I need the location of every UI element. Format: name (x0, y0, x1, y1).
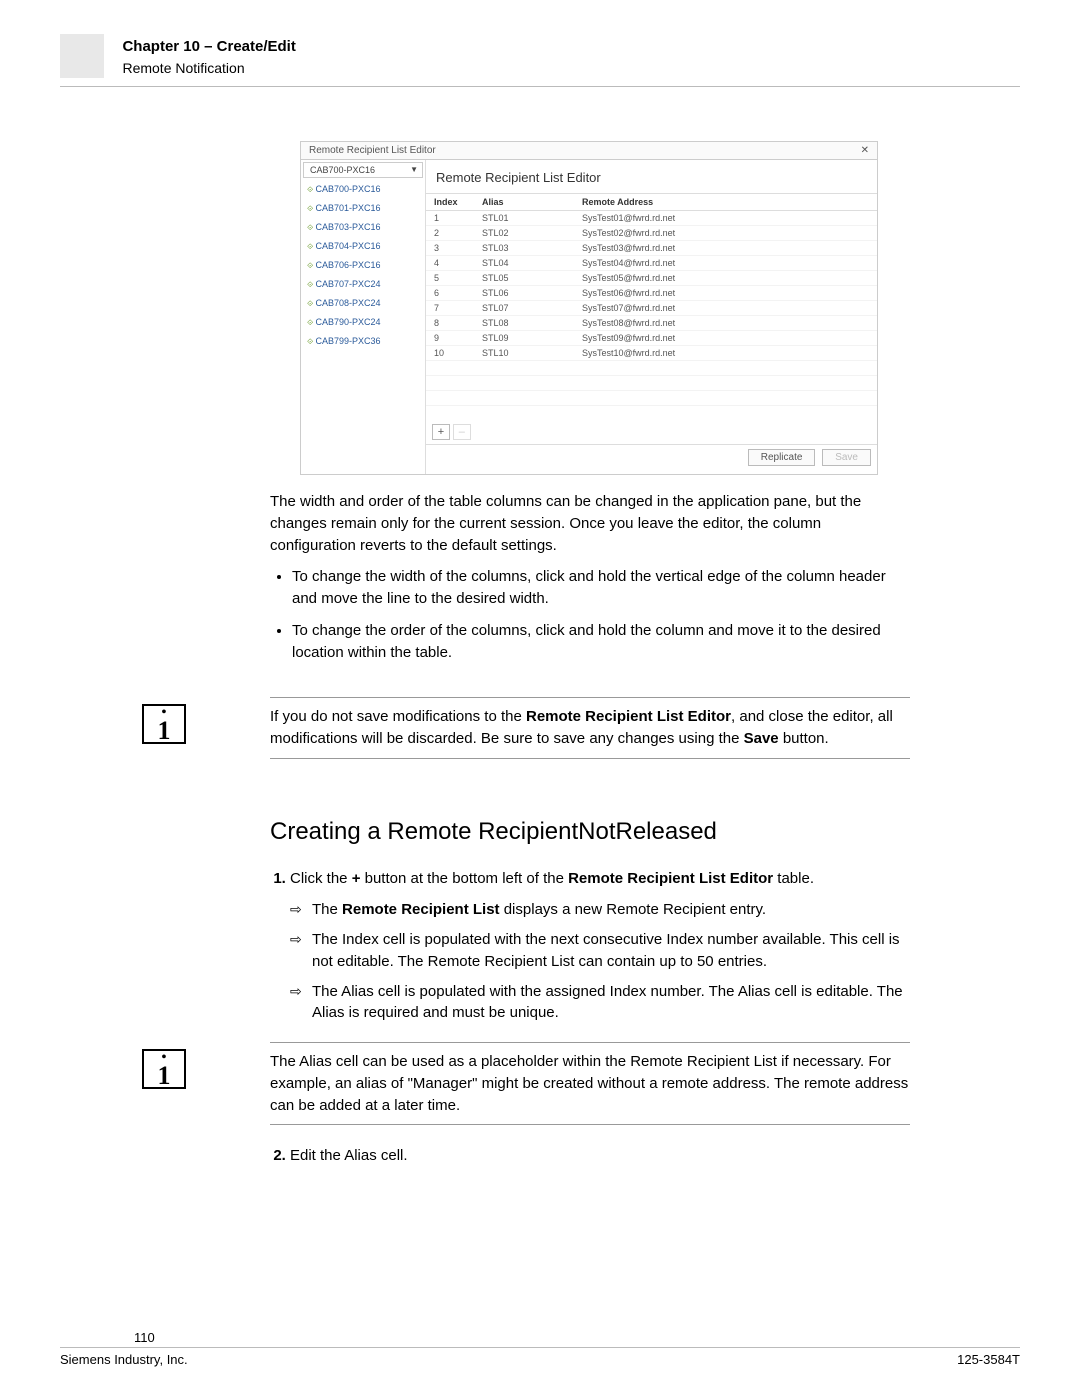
info-icon (142, 704, 186, 744)
tree-item[interactable]: CAB701-PXC16 (301, 199, 425, 218)
result-new-entry: The Remote Recipient List displays a new… (312, 899, 910, 921)
save-button: Save (822, 449, 871, 466)
tree-item[interactable]: CAB703-PXC16 (301, 218, 425, 237)
step-1: Click the + button at the bottom left of… (290, 868, 910, 1025)
tree-item[interactable]: CAB708-PXC24 (301, 294, 425, 313)
section-heading: Creating a Remote RecipientNotReleased (270, 815, 910, 850)
replicate-button[interactable]: Replicate (748, 449, 816, 466)
info-icon (142, 1049, 186, 1089)
company-name: Siemens Industry, Inc. (60, 1352, 188, 1367)
tree-item[interactable]: CAB706-PXC16 (301, 256, 425, 275)
document-id: 125-3584T (957, 1352, 1020, 1367)
rrle-screenshot: Remote Recipient List Editor ✕ CAB700-PX… (300, 141, 878, 475)
col-alias[interactable]: Alias (474, 194, 574, 211)
add-button[interactable]: + (432, 424, 450, 440)
table-row[interactable]: 10STL10SysTest10@fwrd.rd.net (426, 346, 877, 361)
note-alias-placeholder: The Alias cell can be used as a placehol… (270, 1043, 910, 1124)
editor-tab[interactable]: Remote Recipient List Editor ✕ (301, 142, 877, 160)
table-row[interactable]: 8STL08SysTest08@fwrd.rd.net (426, 316, 877, 331)
result-alias-cell: The Alias cell is populated with the ass… (312, 981, 910, 1025)
table-row[interactable]: 2STL02SysTest02@fwrd.rd.net (426, 226, 877, 241)
note-save-warning: If you do not save modifications to the … (270, 698, 910, 758)
header-rule (60, 86, 1020, 87)
page-number: 110 (134, 1330, 1020, 1345)
table-row[interactable]: 4STL04SysTest04@fwrd.rd.net (426, 256, 877, 271)
tree-item[interactable]: CAB700-PXC16 (301, 180, 425, 199)
table-row[interactable]: 9STL09SysTest09@fwrd.rd.net (426, 331, 877, 346)
close-icon[interactable]: ✕ (861, 145, 869, 156)
editor-tab-label: Remote Recipient List Editor (309, 145, 436, 156)
col-remote-address[interactable]: Remote Address (574, 194, 877, 211)
tree-item[interactable]: CAB790-PXC24 (301, 313, 425, 332)
remove-button: – (453, 424, 471, 440)
panel-title: Remote Recipient List Editor (426, 166, 877, 193)
device-dropdown[interactable]: CAB700-PXC16 ▼ (303, 162, 423, 178)
chevron-down-icon: ▼ (410, 165, 418, 174)
tree-item[interactable]: CAB799-PXC36 (301, 332, 425, 351)
table-row[interactable]: 6STL06SysTest06@fwrd.rd.net (426, 286, 877, 301)
paragraph-intro: The width and order of the table columns… (270, 491, 910, 556)
bullet-order: To change the order of the columns, clic… (292, 620, 910, 664)
table-row[interactable]: 1STL01SysTest01@fwrd.rd.net (426, 211, 877, 226)
tree-item[interactable]: CAB704-PXC16 (301, 237, 425, 256)
table-row[interactable]: 5STL05SysTest05@fwrd.rd.net (426, 271, 877, 286)
tree-item[interactable]: CAB707-PXC24 (301, 275, 425, 294)
step-2: Edit the Alias cell. (290, 1145, 910, 1167)
result-index-cell: The Index cell is populated with the nex… (312, 929, 910, 973)
device-tree-panel: CAB700-PXC16 ▼ CAB700-PXC16CAB701-PXC16C… (301, 160, 426, 474)
chapter-title: Chapter 10 – Create/Edit (122, 38, 295, 55)
recipient-table[interactable]: Index Alias Remote Address 1STL01SysTest… (426, 193, 877, 406)
logo-placeholder (60, 34, 104, 78)
page-footer: 110 Siemens Industry, Inc. 125-3584T (60, 1330, 1020, 1367)
col-index[interactable]: Index (426, 194, 474, 211)
table-row[interactable]: 7STL07SysTest07@fwrd.rd.net (426, 301, 877, 316)
chapter-subtitle: Remote Notification (122, 60, 295, 76)
bullet-width: To change the width of the columns, clic… (292, 566, 910, 610)
table-row[interactable]: 3STL03SysTest03@fwrd.rd.net (426, 241, 877, 256)
device-dropdown-selected: CAB700-PXC16 (310, 165, 375, 175)
